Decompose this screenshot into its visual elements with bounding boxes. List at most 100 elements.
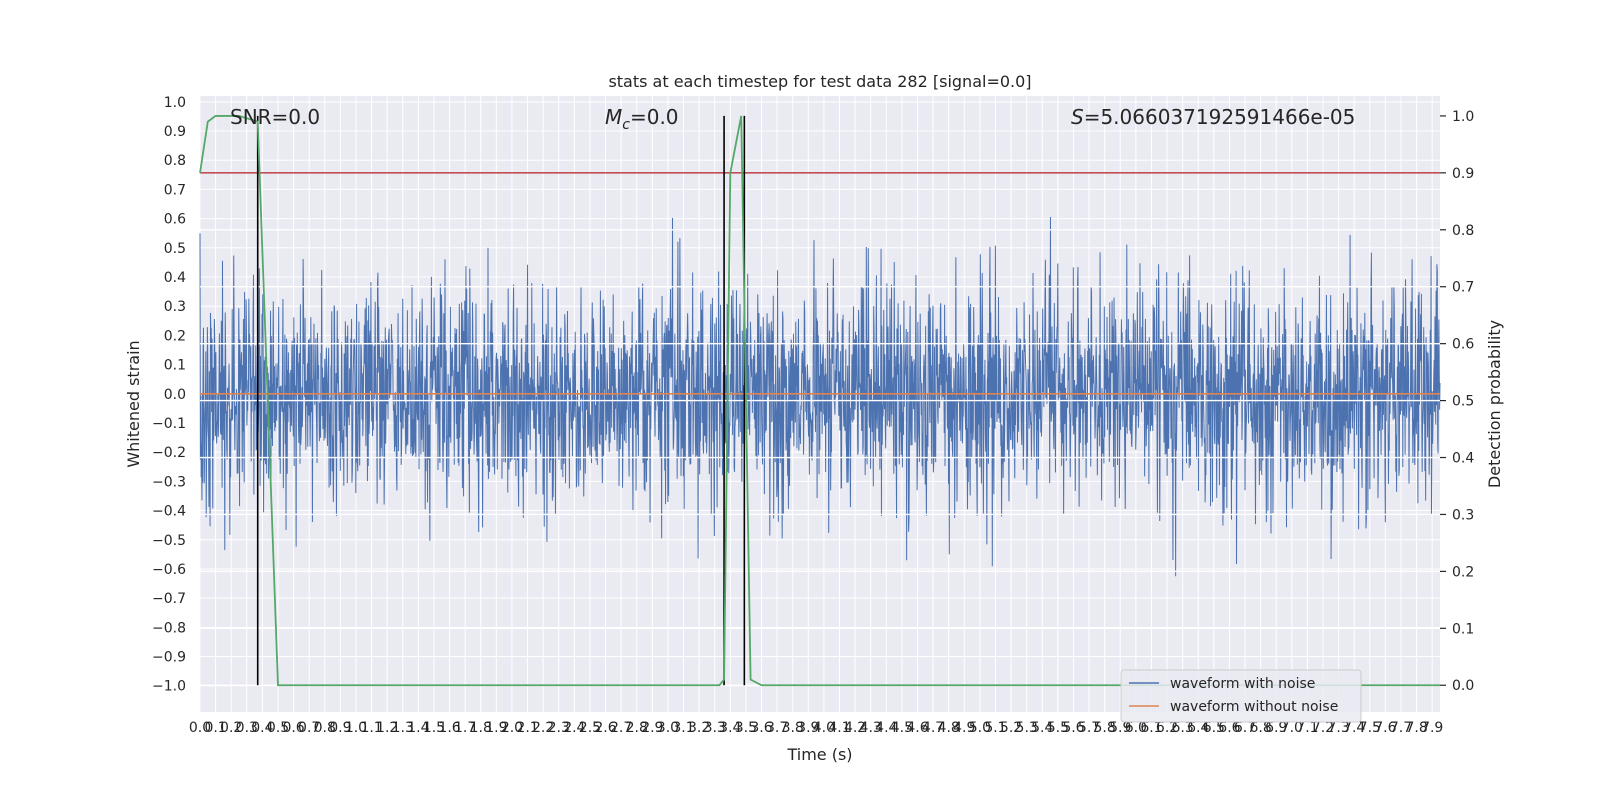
y-tick-label: 0.6 [164,212,186,228]
event-markers [256,115,746,686]
legend-label-waveform-with-noise: waveform with noise [1170,676,1315,692]
x-tick-label: 4.3 [860,720,882,736]
chirp-mass-subscript: c [622,117,630,133]
x-tick-label: 6.8 [1249,720,1271,736]
x-tick-label: 5.8 [1094,720,1116,736]
x-tick-label: 7.5 [1359,720,1381,736]
x-tick-label: 5.3 [1016,720,1038,736]
y2-tick-label: 0.6 [1452,337,1474,353]
x-tick-label: 6.0 [1125,720,1147,736]
y-tick-label: 0.0 [164,387,186,403]
y-tick-label: −0.1 [152,416,186,432]
y-tick-label: 0.9 [164,124,186,140]
x-axis-ticks: 0.00.10.20.30.40.50.60.70.80.91.01.11.21… [189,720,1443,736]
y-tick-label: −0.8 [152,620,186,636]
x-tick-label: 4.1 [828,720,850,736]
x-tick-label: 1.4 [407,720,429,736]
y-tick-label: −0.9 [152,650,186,666]
x-tick-label: 2.9 [641,720,663,736]
x-tick-label: 2.2 [532,720,554,736]
x-tick-label: 2.3 [548,720,570,736]
y-tick-label: 0.5 [164,241,186,257]
x-tick-label: 4.2 [844,720,866,736]
x-tick-label: 5.9 [1109,720,1131,736]
y-tick-label: 0.8 [164,153,186,169]
x-tick-label: 4.0 [813,720,835,736]
x-tick-label: 3.2 [688,720,710,736]
x-tick-label: 2.5 [579,720,601,736]
x-tick-label: 1.0 [345,720,367,736]
x-tick-label: 1.3 [392,720,414,736]
x-tick-label: 0.0 [189,720,211,736]
x-tick-label: 3.3 [704,720,726,736]
y2-tick-label: 0.8 [1452,223,1474,239]
x-tick-label: 7.4 [1343,720,1365,736]
y-tick-label: −0.7 [152,591,186,607]
y2-tick-label: 0.5 [1452,394,1474,410]
x-tick-label: 3.4 [719,720,741,736]
y-tick-label: 0.1 [164,358,186,374]
x-tick-label: 0.5 [267,720,289,736]
x-tick-label: 4.6 [906,720,928,736]
y-tick-label: 0.2 [164,328,186,344]
x-tick-label: 2.6 [594,720,616,736]
y2-tick-label: 0.9 [1452,166,1474,182]
y-tick-label: −1.0 [152,679,186,695]
y2-tick-label: 0.2 [1452,564,1474,580]
x-tick-label: 3.0 [657,720,679,736]
x-tick-label: 3.9 [797,720,819,736]
x-tick-label: 1.9 [485,720,507,736]
y2-axis-ticks: 1.0 0.9 0.8 0.7 0.6 0.5 0.4 0.3 0.2 0.1 0.0 [1440,109,1474,694]
x-tick-label: 0.1 [204,720,226,736]
y2-tick-label: 0.7 [1452,280,1474,296]
x-tick-label: 0.7 [298,720,320,736]
x-tick-label: 6.9 [1265,720,1287,736]
y-tick-label: −0.2 [152,445,186,461]
legend-box [1120,669,1362,723]
x-tick-label: 3.5 [735,720,757,736]
y2-tick-label: 0.0 [1452,678,1474,694]
chirp-mass-value: =0.0 [630,105,679,129]
x-tick-label: 5.1 [984,720,1006,736]
y-tick-label: 0.4 [164,270,186,286]
y-tick-label: −0.3 [152,474,186,490]
x-tick-label: 6.2 [1156,720,1178,736]
x-tick-label: 2.0 [501,720,523,736]
x-tick-label: 5.5 [1047,720,1069,736]
chirp-mass-annotation: Mc=0.0 [605,105,679,133]
x-tick-label: 6.4 [1187,720,1209,736]
x-tick-label: 4.9 [953,720,975,736]
x-tick-label: 1.5 [423,720,445,736]
y-tick-label: 0.3 [164,299,186,315]
series-waveform-with-noise [199,216,1441,577]
x-tick-label: 1.6 [438,720,460,736]
y-tick-label: 0.7 [164,182,186,198]
x-tick-label: 3.6 [750,720,772,736]
s-annotation: S=5.066037192591466e-05 [1071,105,1355,129]
x-tick-label: 5.6 [1062,720,1084,736]
x-tick-label: 1.7 [454,720,476,736]
y2-tick-label: 0.1 [1452,621,1474,637]
x-tick-label: 0.6 [282,720,304,736]
chirp-mass-symbol: M [605,105,622,129]
y2-axis-label: Detection probability [1485,320,1504,488]
x-tick-label: 5.0 [969,720,991,736]
x-tick-label: 4.7 [922,720,944,736]
legend-label-waveform-without-noise: waveform without noise [1170,699,1338,715]
y2-tick-label: 1.0 [1452,109,1474,125]
x-tick-label: 7.3 [1327,720,1349,736]
x-tick-label: 5.7 [1078,720,1100,736]
x-tick-label: 0.3 [236,720,258,736]
y2-tick-label: 0.4 [1452,451,1474,467]
chart-title: stats at each timestep for test data 282… [608,72,1031,91]
x-tick-label: 2.4 [563,720,585,736]
x-tick-label: 0.9 [329,720,351,736]
x-tick-label: 0.4 [251,720,273,736]
x-tick-label: 1.8 [470,720,492,736]
x-tick-label: 7.2 [1312,720,1334,736]
x-tick-label: 3.7 [766,720,788,736]
y2-tick-label: 0.3 [1452,507,1474,523]
x-tick-label: 0.2 [220,720,242,736]
x-tick-label: 5.4 [1031,720,1053,736]
